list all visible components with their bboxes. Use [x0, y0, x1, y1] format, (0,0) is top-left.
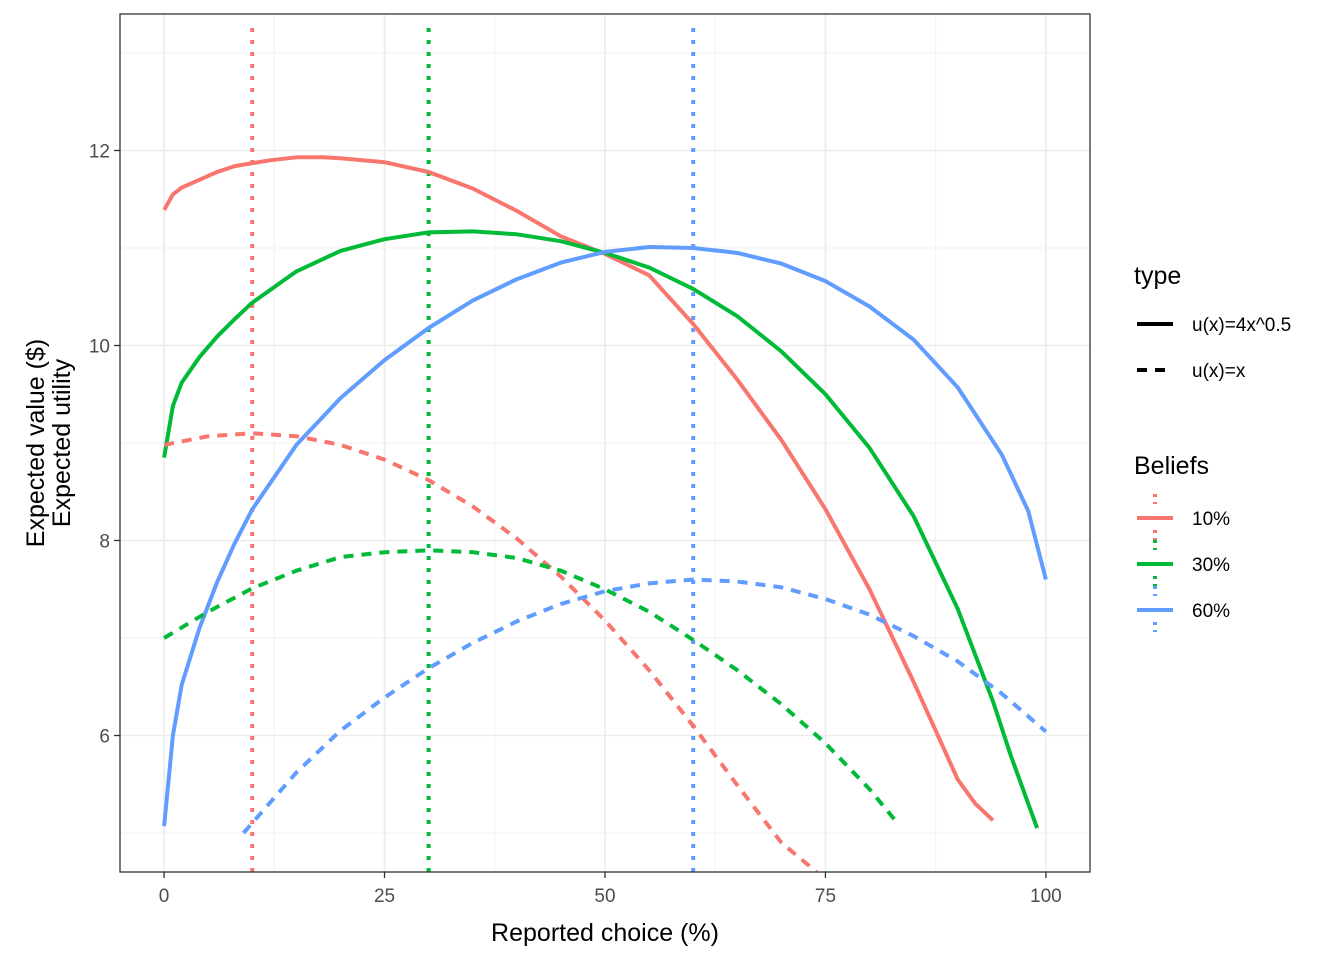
x-tick-label: 25 — [374, 886, 395, 907]
y-tick-label: 6 — [99, 727, 110, 748]
y-tick-label: 12 — [89, 142, 110, 163]
y-axis-title-line2: Expected utility — [48, 358, 76, 527]
legend-beliefs: Beliefs 10% 30% 60% — [1134, 452, 1230, 632]
axis-tick-labels: 0 25 50 75 100 6 8 10 12 — [89, 142, 1062, 908]
y-tick-label: 8 — [99, 532, 110, 553]
x-tick-label: 0 — [159, 886, 170, 907]
x-tick-label: 100 — [1030, 886, 1062, 907]
legend-type-title: type — [1134, 262, 1181, 290]
axis-ticks — [114, 149, 1047, 878]
y-tick-label: 10 — [89, 337, 110, 358]
series-line-linear-60pct — [241, 577, 1048, 835]
legend-label-60pct: 60% — [1192, 601, 1230, 622]
series-line-sqrt-30pct — [162, 229, 1039, 829]
legend-label-solid: u(x)=4x^0.5 — [1192, 315, 1291, 336]
series-line-sqrt-60pct — [162, 245, 1048, 827]
x-tick-label: 50 — [594, 886, 615, 907]
legend-type: type u(x)=4x^0.5 u(x)=x — [1134, 262, 1291, 382]
series-lines — [162, 155, 1048, 872]
legend-beliefs-title: Beliefs — [1134, 452, 1209, 480]
legend-label-30pct: 30% — [1192, 555, 1230, 576]
series-line-sqrt-10pct — [162, 155, 995, 822]
series-line-linear-30pct — [163, 548, 898, 823]
x-tick-label: 75 — [815, 886, 836, 907]
legend-label-10pct: 10% — [1192, 509, 1230, 530]
x-axis-title: Reported choice (%) — [491, 919, 719, 947]
y-axis-title-line1: Expected value ($) — [22, 339, 50, 547]
series-line-linear-10pct — [163, 431, 818, 872]
belief-reference-lines — [250, 28, 696, 872]
legend-label-dashed: u(x)=x — [1192, 361, 1246, 382]
